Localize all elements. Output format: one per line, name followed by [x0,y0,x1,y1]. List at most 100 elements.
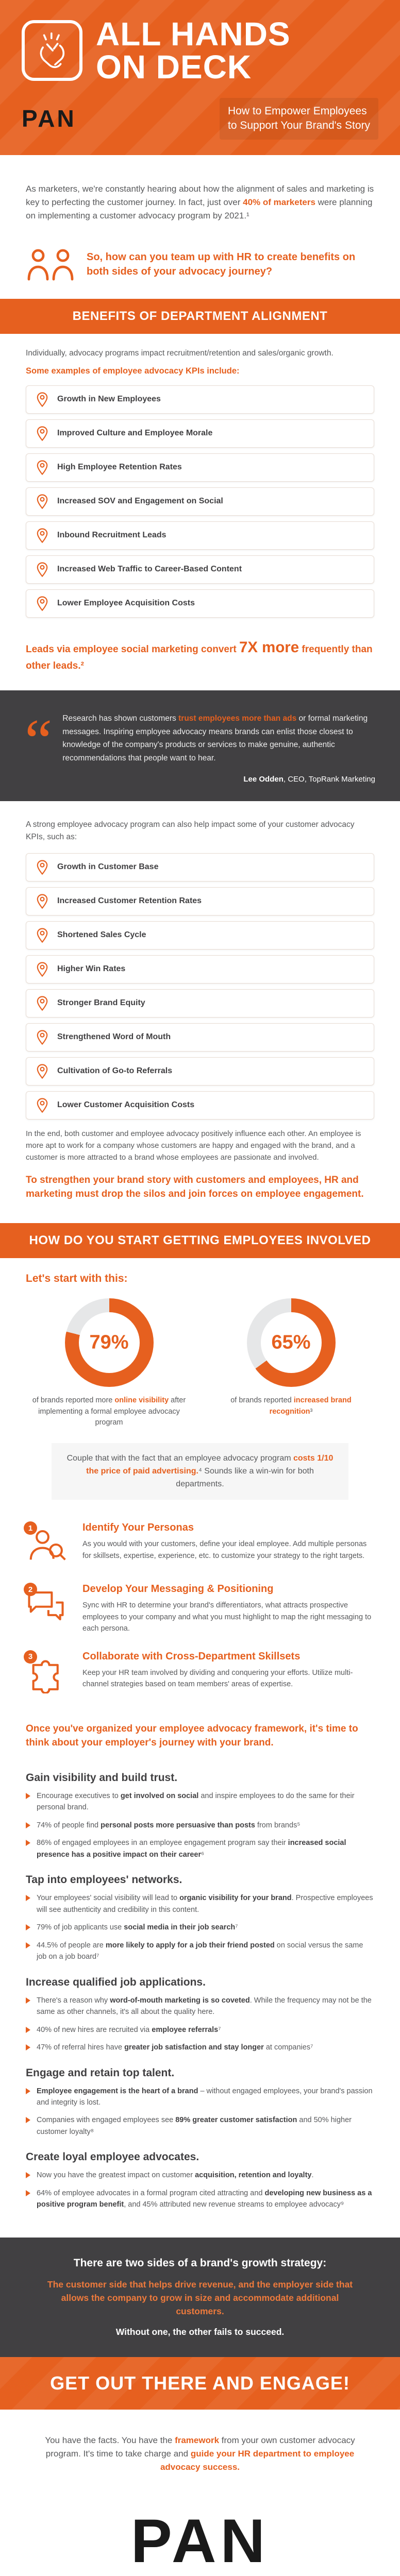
kpi-text: Lower Employee Acquisition Costs [57,599,195,608]
list-item: Employee engagement is the heart of a br… [26,2086,374,2109]
engage-section-heading: GET OUT THERE AND ENGAGE! [0,2357,400,2410]
bullet-text: There's a reason why word-of-mouth marke… [37,1996,372,2016]
location-pin-icon [37,494,48,510]
step-title: Develop Your Messaging & Positioning [82,1583,274,1595]
kpi-row: Increased Web Traffic to Career-Based Co… [26,555,374,584]
callout-question: So, how can you team up with HR to creat… [87,251,356,277]
growth-box-heading: There are two sides of a brand's growth … [73,2257,327,2269]
location-pin-icon [37,962,48,977]
donut-ring: 65% [246,1298,336,1387]
bullet-text: Employee engagement is the heart of a br… [37,2087,373,2107]
quote-section: “ Research has shown customers trust emp… [0,690,400,802]
arrow-bullet-icon [26,1924,30,1931]
step-body: As you would with your customers, define… [82,1540,367,1560]
donut-caption: of brands reported increased brand recog… [230,1396,352,1416]
arrow-bullet-icon [26,1997,30,2004]
journey-heading-loyal-advocates: Create loyal employee advocates. [26,2151,199,2163]
bullet-text: Your employees' social visibility will l… [37,1894,373,1914]
kpi-row: Improved Culture and Employee Morale [26,419,374,448]
bullet-text: 64% of employee advocates in a formal pr… [37,2189,372,2209]
arrow-bullet-icon [26,1792,30,1799]
list-item: 40% of new hires are recruited via emplo… [26,2024,374,2036]
page-title: ALL HANDS ON DECK [96,18,291,83]
employer-journey-section: Gain visibility and build trust. Encoura… [0,1755,400,2224]
bullet-text: 79% of job applicants use social media i… [37,1923,238,1932]
quotation-mark: “ [25,706,53,775]
donut-hole [78,1312,140,1373]
customer-kpi-outro: In the end, both customer and employee a… [26,1129,361,1162]
engage-paragraph: You have the facts. You have the framewo… [45,2435,355,2472]
quote-attribution: Lee Odden, CEO, TopRank Marketing [243,775,375,784]
donut-ring: 79% [64,1298,154,1387]
pan-logo: PAN [22,105,76,132]
arrow-bullet-icon [26,1895,30,1902]
customer-kpi-section: A strong employee advocacy program can a… [0,801,400,1223]
location-pin-icon [37,528,48,544]
benefits-intro: Individually, advocacy programs impact r… [26,348,334,358]
benefits-section-heading: BENEFITS OF DEPARTMENT ALIGNMENT [0,298,400,334]
involved-section: Let's start with this: 79% of brands rep… [0,1258,400,1519]
location-pin-icon [37,1030,48,1045]
kpi-row: Growth in New Employees [26,385,374,414]
arrow-bullet-icon [26,2172,30,2179]
persona-search-icon [29,1530,66,1561]
framework-transition-note: Once you've organized your employee advo… [26,1723,358,1749]
hero-top-row: ALL HANDS ON DECK [22,18,378,83]
step-body: Sync with HR to determine your brand's d… [82,1601,372,1633]
kpi-text: Shortened Sales Cycle [57,930,146,940]
growth-box-closing: Without one, the other fails to succeed. [115,2326,285,2337]
getting-started-steps: 1 Identify Your Personas As you would wi… [0,1518,400,1717]
list-item: 79% of job applicants use social media i… [26,1922,374,1933]
arrow-bullet-icon [26,2044,30,2051]
bullet-text: 74% of people find personal posts more p… [37,1821,301,1829]
donut-percentage: 79% [89,1331,129,1353]
journey-heading-visibility-trust: Gain visibility and build trust. [26,1771,178,1784]
list-item: 47% of referral hires have greater job s… [26,2042,374,2053]
location-pin-icon [37,392,48,408]
hero-header: ALL HANDS ON DECK PAN How to Empower Emp… [0,0,400,155]
location-pin-icon [37,928,48,943]
kpi-row: Growth in Customer Base [26,853,374,882]
speech-bubbles-icon [28,1591,64,1621]
bullet-text: Now you have the greatest impact on cust… [37,2171,314,2180]
bullet-text: 86% of engaged employees in an employee … [37,1839,346,1859]
location-pin-icon [37,426,48,442]
step-body: Keep your HR team involved by dividing a… [82,1668,353,1689]
growth-strategy-box: There are two sides of a brand's growth … [0,2237,400,2357]
growth-box-highlight: The customer side that helps drive reven… [47,2279,353,2317]
kpi-row: Lower Employee Acquisition Costs [26,589,374,618]
donut-hole [260,1312,322,1373]
location-pin-icon [37,860,48,875]
kpi-row: High Employee Retention Rates [26,453,374,482]
step-title: Collaborate with Cross-Department Skills… [82,1650,301,1662]
kpi-text: Inbound Recruitment Leads [57,531,166,540]
kpi-text: Increased Customer Retention Rates [57,896,202,906]
kpi-row: Lower Customer Acquisition Costs [26,1091,374,1120]
step-content: Identify Your Personas As you would with… [82,1521,374,1562]
list-item: 74% of people find personal posts more p… [26,1820,374,1831]
list-item: 86% of engaged employees in an employee … [26,1837,374,1860]
location-pin-icon [37,996,48,1011]
quote-text: Research has shown customers trust emplo… [62,714,368,762]
location-pin-icon [37,460,48,476]
benefits-section: Individually, advocacy programs impact r… [0,334,400,629]
step-content: Develop Your Messaging & Positioning Syn… [82,1583,374,1634]
journey-heading-employee-networks: Tap into employees' networks. [26,1874,182,1886]
hero-subtitle-line2: to Support Your Brand's Story [227,120,370,132]
donut-chart-online-visibility: 79% of brands reported more online visib… [32,1298,187,1429]
hero-subtitle: How to Empower Employees to Support Your… [219,98,378,140]
intro-paragraph: As marketers, we're constantly hearing a… [26,183,374,221]
bullet-text: 40% of new hires are recruited via emplo… [37,2025,221,2034]
donut-caption: of brands reported more online visibilit… [32,1396,186,1427]
hero-bottom-row: PAN How to Empower Employees to Support … [22,98,378,140]
footer: PAN WE MOVE IDEAS. [0,2493,400,2576]
benefits-kpi-label: Some examples of employee advocacy KPIs … [26,366,240,376]
kpi-text: High Employee Retention Rates [57,463,182,472]
step-title: Identify Your Personas [82,1522,194,1534]
quote-inner: “ Research has shown customers trust emp… [25,706,375,775]
journey-heading-job-applications: Increase qualified job applications. [26,1976,206,1988]
kpi-text: Lower Customer Acquisition Costs [57,1100,195,1110]
step-icon-box: 2 [24,1583,70,1629]
bullet-text: 47% of referral hires have greater job s… [37,2043,313,2052]
